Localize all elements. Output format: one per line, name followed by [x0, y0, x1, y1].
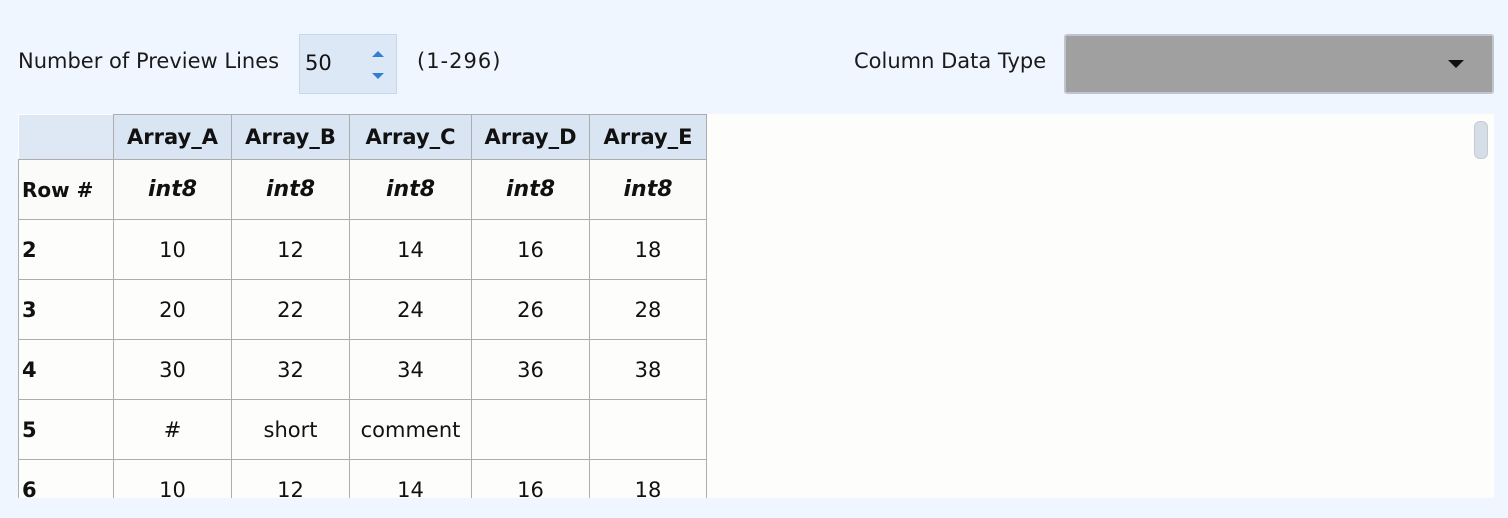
- table-cell: comment: [349, 399, 472, 460]
- chevron-down-icon[interactable]: [1448, 60, 1464, 68]
- table-cell: 12: [231, 459, 350, 498]
- table-cell: 12: [231, 219, 350, 280]
- row-number: 2: [18, 219, 114, 280]
- column-header[interactable]: Array_D: [471, 114, 590, 160]
- table-cell: 28: [589, 279, 707, 340]
- table-row: 6 10 12 14 16 18: [18, 459, 707, 498]
- table-cell: short: [231, 399, 350, 460]
- preview-lines-label: Number of Preview Lines: [18, 49, 280, 73]
- table-cell: 14: [349, 219, 472, 280]
- row-number: 5: [18, 399, 114, 460]
- table-cell: [471, 399, 590, 460]
- table-cell: 34: [349, 339, 472, 400]
- column-header[interactable]: Array_A: [113, 114, 232, 160]
- table-cell: 10: [113, 219, 232, 280]
- table-cell: 24: [349, 279, 472, 340]
- table-cell: 20: [113, 279, 232, 340]
- vertical-scrollbar-thumb[interactable]: [1474, 121, 1488, 159]
- column-header[interactable]: Array_E: [589, 114, 707, 160]
- table-cell: 30: [113, 339, 232, 400]
- table-cell: 10: [113, 459, 232, 498]
- column-type-cell[interactable]: int8: [589, 159, 707, 220]
- column-header[interactable]: Array_B: [231, 114, 350, 160]
- column-type-cell[interactable]: int8: [471, 159, 590, 220]
- preview-table: Array_A Array_B Array_C Array_D Array_E …: [18, 114, 707, 498]
- preview-grid: Array_A Array_B Array_C Array_D Array_E …: [18, 114, 1494, 498]
- table-cell: [589, 399, 707, 460]
- header-row: Array_A Array_B Array_C Array_D Array_E: [18, 114, 707, 160]
- column-data-type-label: Column Data Type: [854, 49, 1047, 73]
- table-cell: 18: [589, 219, 707, 280]
- spin-up-icon[interactable]: [370, 47, 386, 61]
- table-row: 2 10 12 14 16 18: [18, 219, 707, 280]
- column-data-type-dropdown[interactable]: [1064, 34, 1494, 94]
- table-cell: 14: [349, 459, 472, 498]
- table-cell: 36: [471, 339, 590, 400]
- spin-down-icon[interactable]: [370, 69, 386, 83]
- row-number: 3: [18, 279, 114, 340]
- preview-lines-value[interactable]: 50: [305, 51, 332, 75]
- table-cell: 18: [589, 459, 707, 498]
- corner-cell: [18, 114, 114, 160]
- column-type-cell[interactable]: int8: [349, 159, 472, 220]
- table-row: 3 20 22 24 26 28: [18, 279, 707, 340]
- table-cell: 26: [471, 279, 590, 340]
- table-cell: #: [113, 399, 232, 460]
- column-header[interactable]: Array_C: [349, 114, 472, 160]
- table-row: 4 30 32 34 36 38: [18, 339, 707, 400]
- table-cell: 22: [231, 279, 350, 340]
- table-cell: 32: [231, 339, 350, 400]
- preview-range-hint: (1-296): [417, 49, 502, 73]
- preview-lines-spinner[interactable]: 50: [299, 34, 397, 94]
- table-cell: 38: [589, 339, 707, 400]
- row-number-header: Row #: [18, 159, 114, 220]
- type-row: Row # int8 int8 int8 int8 int8: [18, 159, 707, 220]
- table-row: 5 # short comment: [18, 399, 707, 460]
- column-type-cell[interactable]: int8: [231, 159, 350, 220]
- preview-toolbar: Number of Preview Lines 50 (1-296) Colum…: [0, 0, 1508, 114]
- column-type-cell[interactable]: int8: [113, 159, 232, 220]
- row-number: 6: [18, 459, 114, 498]
- row-number: 4: [18, 339, 114, 400]
- table-cell: 16: [471, 219, 590, 280]
- table-cell: 16: [471, 459, 590, 498]
